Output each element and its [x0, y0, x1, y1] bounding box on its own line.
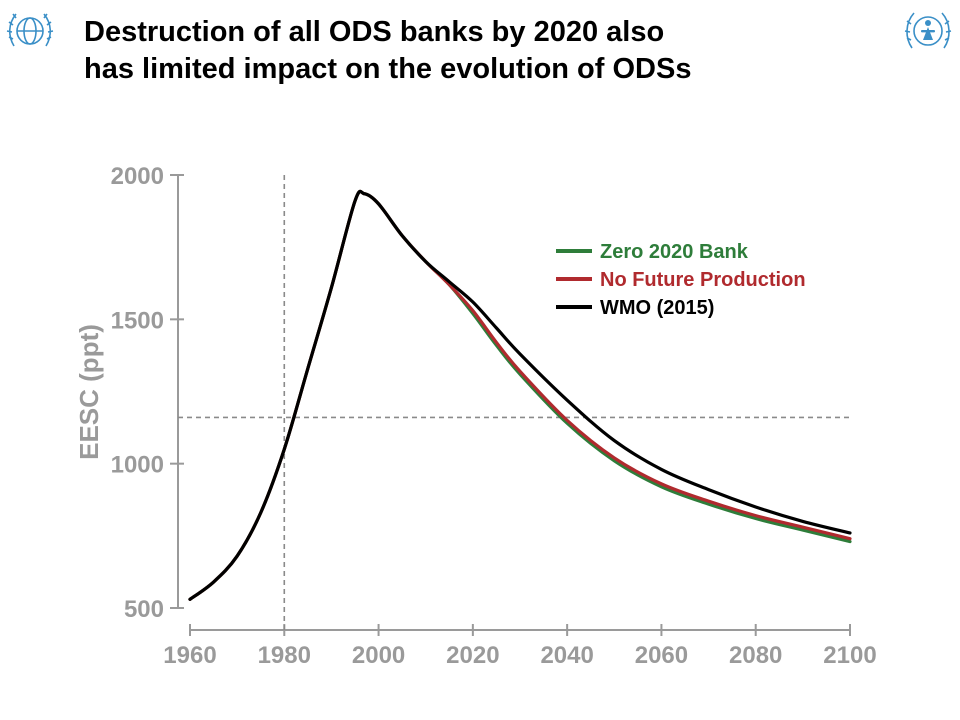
legend-label: No Future Production — [600, 269, 806, 291]
chart-legend: Zero 2020 Bank No Future Production WMO (2… — [556, 241, 806, 319]
slide-title: Destruction of all ODS banks by 2020 als… — [84, 14, 884, 88]
unep-emblem-icon — [904, 12, 952, 49]
y-axis-title: EESC (ppt) — [74, 324, 104, 460]
x-tick-label: 2100 — [823, 642, 876, 669]
x-tick-label: 1980 — [258, 642, 311, 669]
y-tick-label: 500 — [124, 596, 164, 623]
x-tick-label: 2020 — [446, 642, 499, 669]
x-tick-label: 2080 — [729, 642, 782, 669]
x-tick-label: 2060 — [635, 642, 688, 669]
series-line-wmo-2015 — [188, 189, 852, 601]
y-tick-label: 2000 — [111, 163, 164, 190]
slide-title-line-1: Destruction of all ODS banks by 2020 als… — [84, 16, 665, 48]
x-tick-label: 2000 — [352, 642, 405, 669]
series-line-zero-2020-bank — [188, 189, 852, 601]
legend-label: Zero 2020 Bank — [600, 241, 749, 263]
y-tick-label: 1500 — [111, 307, 164, 334]
slide-title-line-2: has limited impact on the evolution of O… — [84, 53, 692, 85]
wmo-emblem-icon — [6, 13, 54, 47]
x-tick-label: 2040 — [540, 642, 593, 669]
y-tick-label: 1000 — [111, 452, 164, 479]
legend-label: WMO (2015) — [600, 297, 714, 319]
x-tick-label: 1960 — [163, 642, 216, 669]
series-line-no-future-production — [188, 189, 852, 601]
